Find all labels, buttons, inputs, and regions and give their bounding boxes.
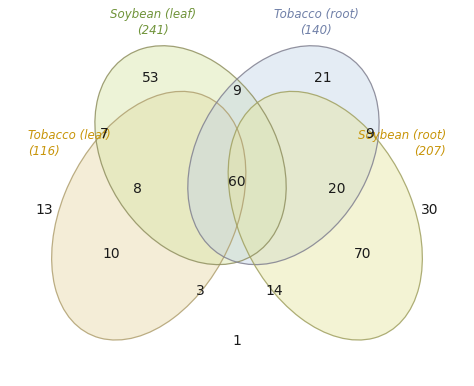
Text: 3: 3 (195, 284, 204, 298)
Text: 53: 53 (142, 71, 160, 85)
Text: Tobacco (root): Tobacco (root) (273, 8, 358, 21)
Text: (140): (140) (300, 24, 332, 37)
Text: (207): (207) (414, 145, 446, 158)
Text: 9: 9 (365, 127, 374, 141)
Text: 1: 1 (233, 334, 241, 347)
Text: 21: 21 (314, 71, 332, 85)
Text: 70: 70 (354, 247, 371, 261)
Text: 60: 60 (228, 174, 246, 189)
Text: Soybean (root): Soybean (root) (358, 129, 446, 142)
Ellipse shape (95, 46, 286, 265)
Text: (116): (116) (28, 145, 60, 158)
Text: 20: 20 (328, 182, 346, 196)
Text: 13: 13 (36, 203, 53, 217)
Text: 14: 14 (265, 284, 283, 298)
Text: 10: 10 (103, 247, 120, 261)
Ellipse shape (228, 91, 422, 340)
Text: 7: 7 (100, 127, 109, 141)
Text: 8: 8 (133, 182, 142, 196)
Text: Tobacco (leaf): Tobacco (leaf) (28, 129, 111, 142)
Text: Soybean (leaf): Soybean (leaf) (110, 8, 196, 21)
Text: 30: 30 (421, 203, 438, 217)
Text: 9: 9 (233, 84, 241, 98)
Ellipse shape (188, 46, 379, 265)
Text: (241): (241) (137, 24, 169, 37)
Ellipse shape (52, 91, 246, 340)
